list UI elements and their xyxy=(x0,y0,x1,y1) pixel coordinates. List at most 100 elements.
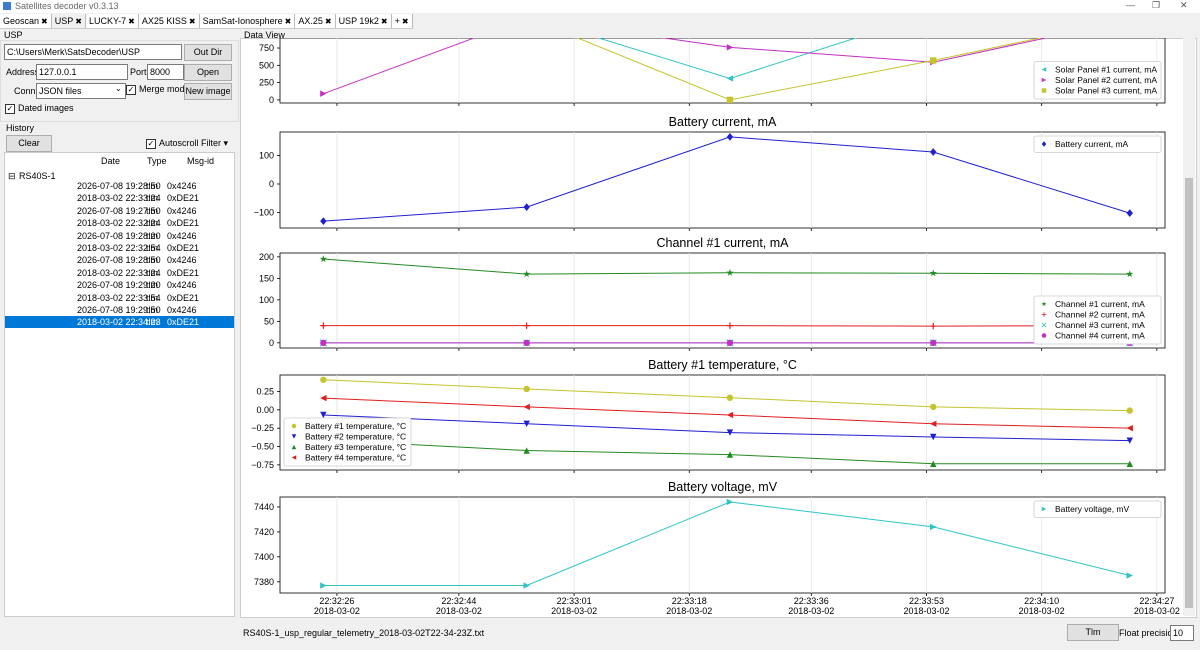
history-row[interactable]: 2026-07-08 19:29:50 tlm 0x4246 xyxy=(5,304,234,316)
data-view-title: Data View xyxy=(244,30,285,40)
marker xyxy=(930,420,937,427)
tab[interactable]: AX25 KISS ✖ xyxy=(139,14,200,28)
tab-close[interactable]: ✖ xyxy=(401,17,409,26)
legend-box xyxy=(1033,135,1162,153)
tab-label: SamSat-Ionosphere xyxy=(202,16,283,26)
marker xyxy=(930,523,937,531)
cell: tlm xyxy=(146,193,158,204)
path-input[interactable]: C:\Users\Merk\SatsDecoder\USP xyxy=(4,44,182,60)
column-header: Type xyxy=(147,156,167,166)
y-tick-label: 7400 xyxy=(254,552,274,562)
marker xyxy=(930,460,937,467)
merge-mode[interactable]: ✓ Merge mode xyxy=(126,84,190,95)
legend: Battery voltage, mV xyxy=(1033,500,1162,518)
cell: 2018-03-02 22:32:24 xyxy=(77,218,161,229)
tab-label: Geoscan xyxy=(3,16,40,26)
y-tick-label: −0.50 xyxy=(251,442,274,452)
tab-close[interactable]: ✖ xyxy=(380,17,388,26)
new-image-button[interactable]: New image xyxy=(184,83,232,100)
cell: 2026-07-08 19:29:20 xyxy=(77,280,161,291)
column-header: Msg-id xyxy=(187,156,215,166)
autoscroll[interactable]: ✓ Autoscroll xyxy=(146,138,199,149)
x-tick-date: 2018-03-02 xyxy=(314,606,360,616)
history-row[interactable]: 2018-03-02 22:33:24 tlm 0xDE21 xyxy=(5,192,234,204)
history-row[interactable]: 2018-03-02 22:33:54 tlm 0xDE21 xyxy=(5,292,234,304)
marker xyxy=(726,75,734,82)
tab-close[interactable]: ✖ xyxy=(188,17,196,26)
history-row[interactable]: 2026-07-08 19:28:20 tlm 0x4246 xyxy=(5,230,234,242)
cell: 2026-07-08 19:28:50 xyxy=(77,181,161,191)
autoscroll-label: Autoscroll xyxy=(159,138,199,148)
tab-close[interactable]: ✖ xyxy=(75,17,82,26)
out-dir-button[interactable]: Out Dir xyxy=(184,44,232,61)
history-row[interactable]: 2026-07-08 19:28:50 tlm 0x4246 xyxy=(5,180,234,192)
tab[interactable]: SamSat-Ionosphere ✖ xyxy=(200,14,296,28)
scrollbar[interactable] xyxy=(1183,38,1195,616)
marker xyxy=(726,451,734,458)
filter-button[interactable]: Filter ▾ xyxy=(201,138,229,148)
history-row[interactable]: 2018-03-02 22:32:54 tlm 0xDE21 xyxy=(5,242,234,254)
tab-close[interactable]: ✖ xyxy=(128,17,135,26)
tlm-button[interactable]: Tlm xyxy=(1067,624,1119,641)
tab-bar: Geoscan ✖ USP ✖ LUCKY-7 ✖ AX25 KISS ✖ SamSat-Ion… xyxy=(0,14,413,29)
y-tick-label: 7420 xyxy=(254,527,274,537)
open-button[interactable]: Open xyxy=(184,64,232,81)
conn-select[interactable]: JSON files xyxy=(36,83,126,99)
y-tick-label: 7380 xyxy=(254,577,274,587)
history-row[interactable]: 2026-07-08 19:29:20 tlm 0x4246 xyxy=(5,279,234,291)
cell: 0x4246 xyxy=(167,255,197,266)
legend-box xyxy=(1033,500,1162,518)
tab-label: LUCKY-7 xyxy=(88,16,127,26)
float-input[interactable]: 10 xyxy=(1170,625,1194,641)
scroll-thumb[interactable] xyxy=(1185,178,1193,608)
cell: 2026-07-08 19:28:20 xyxy=(77,230,161,241)
tab-label: + xyxy=(394,16,400,26)
marker xyxy=(523,339,530,347)
legend-box xyxy=(1033,61,1162,100)
tab[interactable]: AX.25 ✖ xyxy=(295,14,336,28)
y-tick-label: 250 xyxy=(259,78,274,88)
y-tick-label: 0.00 xyxy=(256,405,274,415)
marker xyxy=(320,411,327,419)
window-title: Satellites decoder v0.3.13 xyxy=(15,1,119,11)
tab-close[interactable]: ✖ xyxy=(41,17,48,26)
history-row[interactable]: 2018-03-02 22:32:24 tlm 0xDE21 xyxy=(5,217,234,229)
tab-close[interactable]: ✖ xyxy=(284,17,292,26)
tab[interactable]: USP ✖ xyxy=(51,14,86,28)
marker xyxy=(726,44,734,51)
clear-button[interactable]: Clear xyxy=(6,135,52,152)
marker xyxy=(726,268,734,276)
tab[interactable]: LUCKY-7 ✖ xyxy=(86,14,139,28)
maximize[interactable]: ❐ xyxy=(1152,0,1161,10)
history-title: History xyxy=(6,123,35,133)
tree-toggle[interactable]: ⊟ xyxy=(8,171,16,181)
y-tick-label: 0 xyxy=(269,338,274,348)
history-row[interactable]: 2026-07-08 19:28:50 tlm 0x4246 xyxy=(5,254,234,266)
plot-area xyxy=(279,496,1166,594)
port-input[interactable]: 8000 xyxy=(147,64,184,80)
legend-label: Battery #4 temperature, °C xyxy=(305,453,406,463)
marker xyxy=(1041,88,1047,93)
history-row[interactable]: 2018-03-02 22:34:23 tlm 0xDE21 xyxy=(5,316,234,329)
tab[interactable]: + ✖ xyxy=(392,14,413,28)
history-row[interactable]: 2026-07-08 19:27:50 tlm 0x4246 xyxy=(5,205,234,217)
minimize[interactable]: — xyxy=(1126,0,1135,10)
app-icon xyxy=(3,2,11,10)
legend-label: Battery #2 temperature, °C xyxy=(305,432,406,442)
legend-label: Channel #4 current, mA xyxy=(1055,331,1145,341)
address-input[interactable]: 127.0.0.1 xyxy=(36,64,128,80)
cell: 0xDE21 xyxy=(167,243,200,253)
tab[interactable]: Geoscan ✖ xyxy=(0,14,52,28)
tab[interactable]: USP 19k2 ✖ xyxy=(336,14,392,28)
marker xyxy=(523,582,530,589)
cell: tlm xyxy=(146,205,158,216)
cell: 0x4246 xyxy=(167,205,197,216)
history-row[interactable]: 2018-03-02 22:33:24 tlm 0xDE21 xyxy=(5,267,234,279)
history-list: Date Type Msg-id ⊟ RS40S-1 2026-07-08 19:28:5… xyxy=(4,152,235,617)
dated-images[interactable]: ✓ Dated images xyxy=(5,103,74,114)
tab-close[interactable]: ✖ xyxy=(324,17,332,26)
close[interactable]: ✕ xyxy=(1180,0,1188,10)
marker xyxy=(930,339,937,347)
